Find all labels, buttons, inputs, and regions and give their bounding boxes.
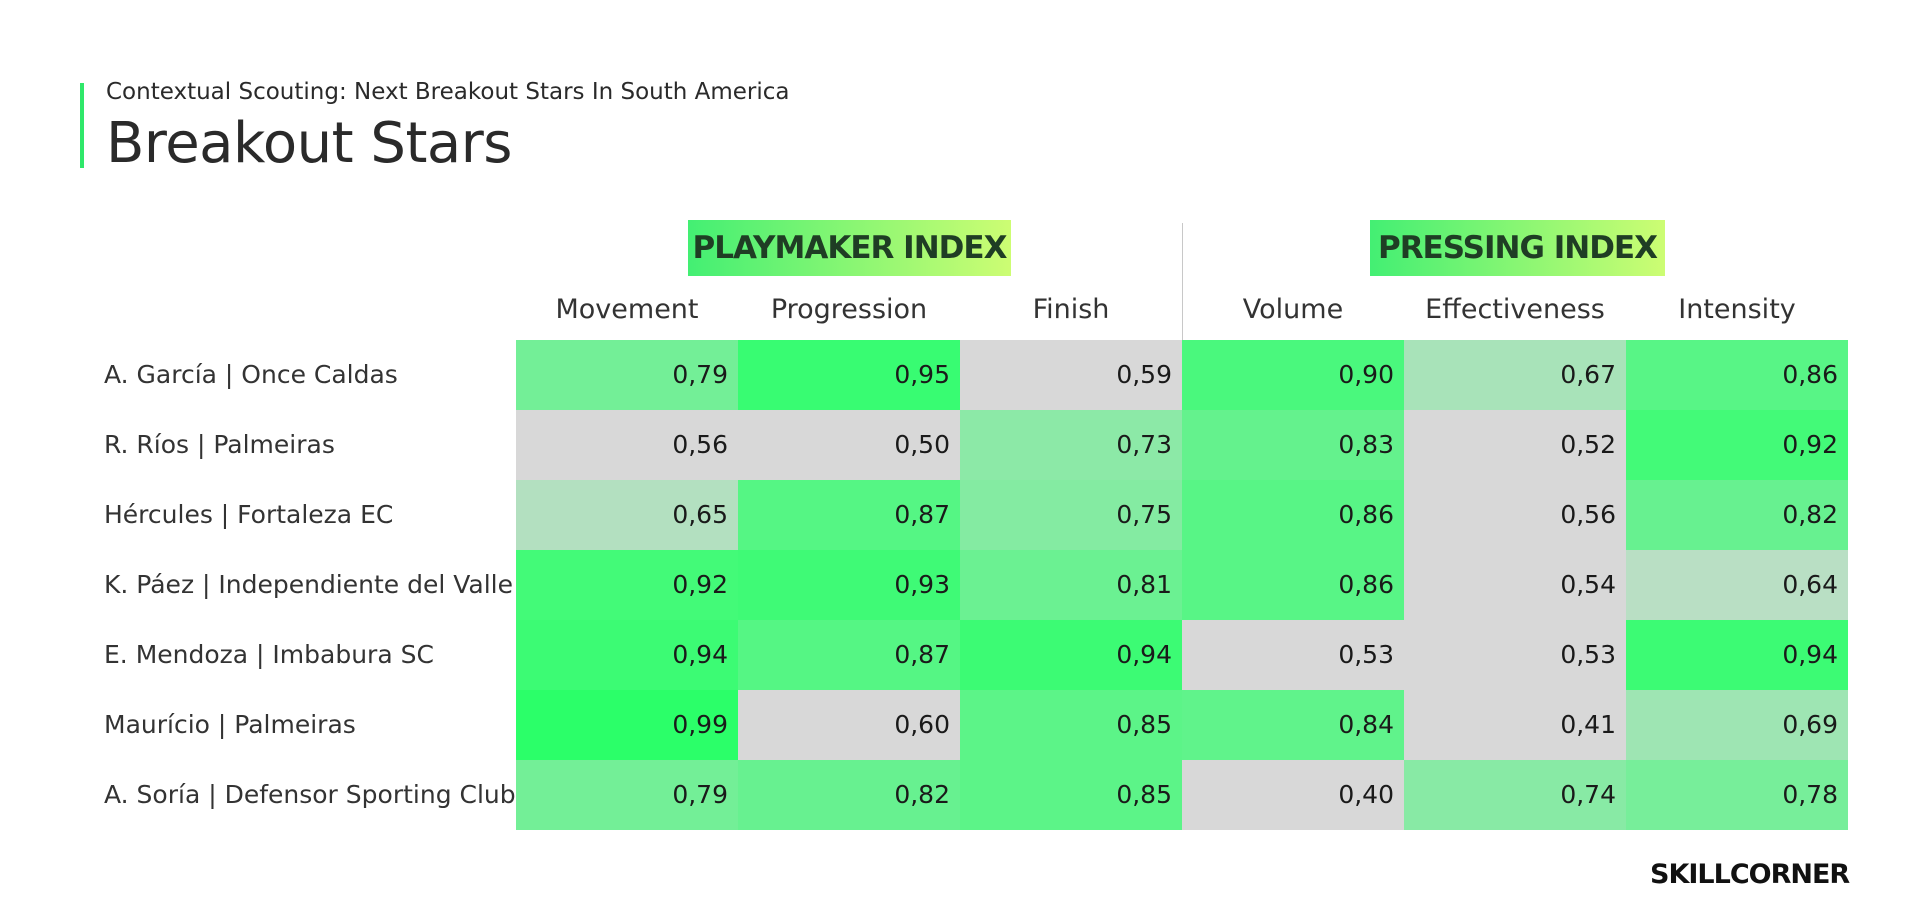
heatmap-cell: 0,52 xyxy=(1404,410,1626,480)
heatmap-cell: 0,82 xyxy=(738,760,960,830)
column-header-intensity: Intensity xyxy=(1678,294,1796,325)
heatmap-cell: 0,54 xyxy=(1404,550,1626,620)
row-label: Maurício | Palmeiras xyxy=(104,710,356,739)
heatmap-cell: 0,83 xyxy=(1182,410,1404,480)
heatmap-cell: 0,74 xyxy=(1404,760,1626,830)
heatmap-cell: 0,85 xyxy=(960,760,1182,830)
heatmap-cell: 0,86 xyxy=(1182,550,1404,620)
heatmap-cell: 0,64 xyxy=(1626,550,1848,620)
heatmap-cell: 0,79 xyxy=(516,760,738,830)
heatmap-cell: 0,56 xyxy=(1404,480,1626,550)
heatmap-cell: 0,86 xyxy=(1182,480,1404,550)
heatmap-cell: 0,53 xyxy=(1182,620,1404,690)
heatmap-cell: 0,84 xyxy=(1182,690,1404,760)
row-label: E. Mendoza | Imbabura SC xyxy=(104,640,434,669)
heatmap-cell: 0,53 xyxy=(1404,620,1626,690)
column-header-volume: Volume xyxy=(1242,294,1344,325)
heatmap-cell: 0,85 xyxy=(960,690,1182,760)
heatmap-cell: 0,56 xyxy=(516,410,738,480)
group-divider xyxy=(1182,223,1183,341)
heatmap-cell: 0,59 xyxy=(960,340,1182,410)
heatmap-cell: 0,65 xyxy=(516,480,738,550)
heatmap-cell: 0,60 xyxy=(738,690,960,760)
title-accent-bar xyxy=(80,83,84,168)
skillcorner-logo: SKILLCORNER xyxy=(1650,859,1850,890)
heatmap-cell: 0,67 xyxy=(1404,340,1626,410)
heatmap-cell: 0,94 xyxy=(1626,620,1848,690)
group-header-pressing: PRESSING INDEX xyxy=(1370,220,1665,276)
heatmap-cell: 0,93 xyxy=(738,550,960,620)
group-header-playmaker: PLAYMAKER INDEX xyxy=(688,220,1011,276)
row-label: R. Ríos | Palmeiras xyxy=(104,430,335,459)
chart-subtitle: Contextual Scouting: Next Breakout Stars… xyxy=(106,79,790,105)
column-header-finish: Finish xyxy=(1032,294,1110,325)
heatmap-cell: 0,92 xyxy=(1626,410,1848,480)
heatmap-cell: 0,90 xyxy=(1182,340,1404,410)
heatmap-cell: 0,73 xyxy=(960,410,1182,480)
row-label: Hércules | Fortaleza EC xyxy=(104,500,394,529)
heatmap-cell: 0,40 xyxy=(1182,760,1404,830)
heatmap-cell: 0,82 xyxy=(1626,480,1848,550)
column-header-progression: Progression xyxy=(770,294,928,325)
heatmap-cell: 0,41 xyxy=(1404,690,1626,760)
heatmap-cell: 0,75 xyxy=(960,480,1182,550)
heatmap-cell: 0,99 xyxy=(516,690,738,760)
heatmap-cell: 0,92 xyxy=(516,550,738,620)
heatmap-cell: 0,81 xyxy=(960,550,1182,620)
chart-title: Breakout Stars xyxy=(106,111,512,176)
heatmap-cell: 0,69 xyxy=(1626,690,1848,760)
row-label: A. García | Once Caldas xyxy=(104,360,398,389)
heatmap-cell: 0,79 xyxy=(516,340,738,410)
heatmap-cell: 0,94 xyxy=(516,620,738,690)
row-label: K. Páez | Independiente del Valle xyxy=(104,570,514,599)
column-header-effectiveness: Effectiveness xyxy=(1425,294,1605,325)
heatmap-cell: 0,94 xyxy=(960,620,1182,690)
column-header-movement: Movement xyxy=(555,294,699,325)
heatmap-cell: 0,86 xyxy=(1626,340,1848,410)
heatmap-cell: 0,95 xyxy=(738,340,960,410)
heatmap-cell: 0,87 xyxy=(738,480,960,550)
heatmap-cell: 0,78 xyxy=(1626,760,1848,830)
heatmap-cell: 0,87 xyxy=(738,620,960,690)
row-label: A. Soría | Defensor Sporting Club xyxy=(104,780,516,809)
heatmap-cell: 0,50 xyxy=(738,410,960,480)
